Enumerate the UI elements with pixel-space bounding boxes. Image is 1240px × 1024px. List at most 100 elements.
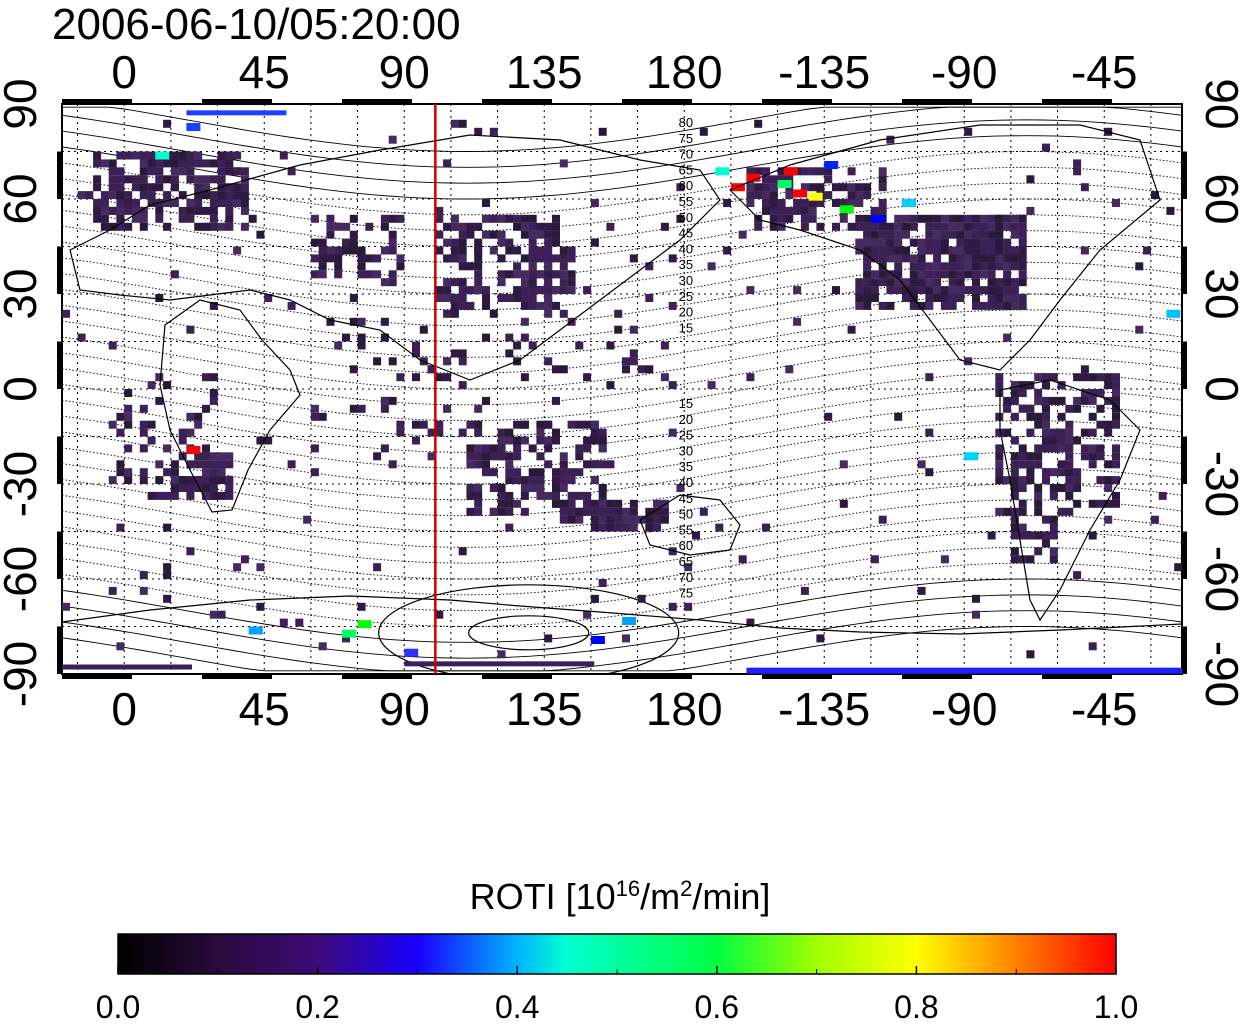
roti-cell <box>225 191 234 200</box>
roti-cell <box>497 650 506 659</box>
roti-cell <box>598 507 607 516</box>
roti-cell <box>1034 452 1043 461</box>
contour-label-north: 75 <box>679 131 693 146</box>
roti-cell <box>139 159 148 168</box>
roti-cell <box>225 460 234 469</box>
roti-cell <box>505 349 514 358</box>
roti-cell <box>528 444 537 453</box>
roti-cell <box>489 309 498 318</box>
roti-cell <box>863 254 872 263</box>
roti-cell <box>310 404 319 413</box>
roti-cell <box>1088 412 1097 421</box>
roti-cell <box>909 222 918 231</box>
roti-cell <box>762 199 770 207</box>
roti-cell <box>870 206 879 215</box>
roti-cell <box>1049 523 1058 532</box>
roti-cell <box>225 491 234 500</box>
contour-line <box>62 404 1182 469</box>
roti-cell <box>552 476 560 485</box>
roti-cell <box>956 222 965 231</box>
roti-cell <box>186 325 195 334</box>
roti-cell <box>925 230 934 239</box>
roti-cell <box>349 230 358 239</box>
roti-cell <box>528 262 537 271</box>
roti-cell <box>878 206 887 215</box>
roti-cell <box>489 452 498 461</box>
roti-cell <box>1073 404 1082 413</box>
roti-cell <box>1049 436 1058 445</box>
roti-cell <box>155 460 164 469</box>
roti-cell <box>505 507 514 516</box>
roti-cell <box>318 262 327 271</box>
roti-cell <box>559 270 568 279</box>
contour-label-north: 30 <box>679 273 693 288</box>
roti-cell <box>972 254 980 263</box>
frame-bar-top <box>762 99 832 104</box>
roti-cell <box>513 420 522 429</box>
roti-cell <box>660 341 669 350</box>
contour-label-south: 60 <box>679 538 693 553</box>
roti-cell <box>240 191 249 200</box>
roti-cell <box>217 159 226 168</box>
roti-cell <box>629 499 638 508</box>
roti-cell <box>209 159 218 168</box>
roti-cell <box>863 230 872 239</box>
roti-cell <box>536 301 545 310</box>
roti-cell <box>482 294 490 302</box>
contour-label-south: 55 <box>679 522 693 537</box>
roti-cell <box>194 159 203 168</box>
roti-cell <box>559 246 568 255</box>
roti-cell <box>1010 491 1019 500</box>
roti-cell <box>497 294 506 302</box>
roti-cell <box>147 167 156 176</box>
roti-cell <box>909 262 918 271</box>
roti-cell <box>225 206 234 215</box>
roti-cell <box>598 523 607 532</box>
roti-cell <box>186 159 195 168</box>
roti-cell <box>1018 452 1027 461</box>
roti-cell <box>863 270 872 279</box>
roti-cell <box>598 499 607 508</box>
roti-cell <box>497 270 506 279</box>
roti-cell <box>870 278 879 287</box>
roti-cell <box>979 238 988 247</box>
roti-cell <box>972 294 980 302</box>
roti-cell <box>894 230 903 239</box>
roti-cell <box>645 262 654 271</box>
roti-cell <box>217 468 226 477</box>
roti-cell <box>357 602 366 611</box>
roti-cell <box>139 468 148 477</box>
roti-cell <box>948 278 957 287</box>
roti-cell <box>886 246 895 255</box>
roti-cell <box>380 444 389 453</box>
roti-cell <box>139 476 148 485</box>
roti-cell <box>598 491 607 500</box>
roti-cell <box>909 286 918 295</box>
roti-cell <box>225 214 234 223</box>
roti-cell <box>544 238 553 247</box>
roti-cell <box>987 262 996 271</box>
roti-cell <box>458 278 467 287</box>
roti-cell <box>785 191 794 200</box>
roti-cell <box>1166 206 1175 215</box>
roti-cell <box>1080 396 1089 405</box>
roti-cell <box>108 222 117 231</box>
roti-cell <box>925 246 934 255</box>
roti-cell <box>948 254 957 263</box>
roti-cell <box>412 373 420 382</box>
roti-cell <box>520 294 529 302</box>
roti-cell <box>925 222 934 231</box>
roti-cell <box>458 262 467 271</box>
roti-cell <box>614 325 623 334</box>
roti-cell <box>209 389 218 397</box>
roti-cell <box>163 199 172 207</box>
roti-cell <box>132 206 140 215</box>
roti-cell <box>933 254 942 263</box>
roti-cell <box>1057 484 1066 492</box>
roti-cell <box>1049 484 1058 492</box>
roti-cell <box>995 381 1004 390</box>
roti-cell <box>209 476 218 485</box>
roti-cell <box>948 270 957 279</box>
roti-cell <box>1018 238 1027 247</box>
